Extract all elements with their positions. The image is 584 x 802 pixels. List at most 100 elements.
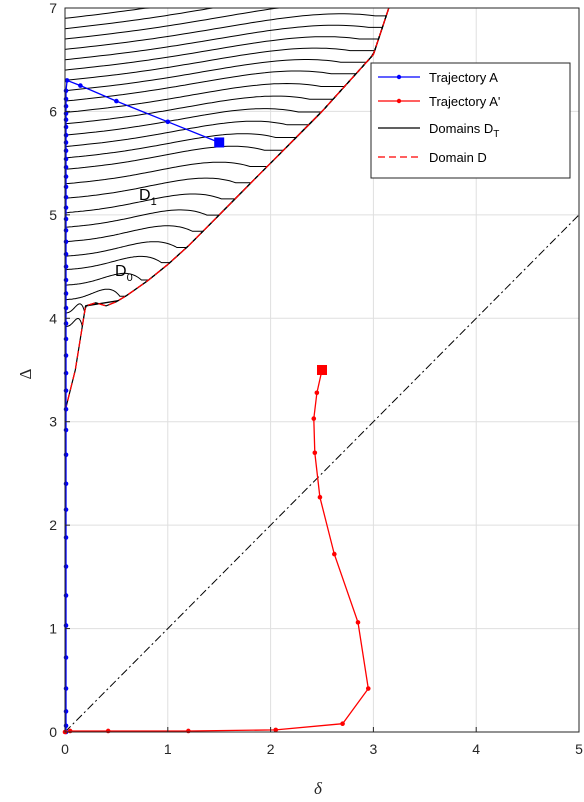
y-tick-label: 1 xyxy=(49,621,57,637)
trajectory-a-prime-point xyxy=(340,721,345,727)
y-tick-label: 4 xyxy=(49,310,57,326)
trajectory-a-point xyxy=(63,103,69,109)
legend-label-domains-dt-main: Domains D xyxy=(429,121,493,136)
trajectory-a-point xyxy=(114,98,119,104)
trajectory-a-point xyxy=(63,321,69,326)
trajectory-a-point xyxy=(63,174,69,179)
trajectory-a-point xyxy=(63,117,69,123)
annotation-d0-sub: 0 xyxy=(127,272,133,284)
trajectory-a-point xyxy=(63,194,69,200)
trajectory-a-point xyxy=(63,216,69,222)
trajectory-a-prime-point xyxy=(312,450,318,456)
trajectory-a-point xyxy=(63,164,69,170)
trajectory-a-point xyxy=(63,184,69,190)
trajectory-a-prime-point xyxy=(273,727,279,733)
trajectory-a-point xyxy=(64,78,70,83)
legend-box xyxy=(370,62,571,179)
legend-item-domain-d: Domain D xyxy=(378,150,487,165)
legend-label-domains-dt: Domains DT xyxy=(429,121,499,140)
trajectory-a-point xyxy=(63,88,69,94)
trajectory-a-point xyxy=(63,623,69,628)
trajectory-a-point xyxy=(63,305,69,311)
annotation-d1: D1 xyxy=(139,187,157,208)
legend-item-domains-dt: Domains DT xyxy=(378,121,499,140)
y-tick-label: 7 xyxy=(49,0,57,16)
annotation-d1-sub: 1 xyxy=(151,196,157,208)
legend-item-trajectory-a: Trajectory A xyxy=(378,70,498,85)
legend-marker-trajectory-a-prime xyxy=(396,98,402,104)
trajectory-a-point xyxy=(63,353,69,358)
domain-curve xyxy=(64,11,388,61)
trajectory-a-prime-point xyxy=(365,686,371,691)
domain-curve xyxy=(64,9,389,81)
trajectory-a-prime-line xyxy=(64,369,369,733)
y-tick-label: 6 xyxy=(49,103,57,119)
trajectory-a-point xyxy=(63,96,69,102)
trajectory-a-point xyxy=(63,239,69,245)
reference-line xyxy=(64,214,580,733)
trajectory-a-prime-point xyxy=(67,728,73,734)
trajectory-a-point xyxy=(63,452,69,458)
legend: Trajectory A Trajectory A' Domains DT Do… xyxy=(370,62,571,179)
domain-curve xyxy=(64,11,389,102)
trajectory-a-prime-point xyxy=(317,494,323,500)
trajectory-a-point xyxy=(63,686,69,691)
tick-labels: 0 1 2 3 4 5 0 1 2 3 4 5 6 7 xyxy=(49,0,583,757)
domain-curve xyxy=(64,10,389,92)
x-tick-label: 0 xyxy=(61,741,69,757)
x-tick-label: 3 xyxy=(370,741,378,757)
domain-curve xyxy=(64,7,390,71)
trajectory-a-point xyxy=(63,593,69,598)
y-tick-label: 3 xyxy=(49,414,57,430)
trajectory-a-point xyxy=(63,205,69,210)
trajectory-a-point xyxy=(63,277,69,283)
trajectory-a-point xyxy=(63,264,69,269)
trajectory-a-point xyxy=(63,507,69,512)
annotation-d0-main: D xyxy=(115,263,127,280)
trajectory-a-point xyxy=(63,370,69,376)
trajectory-a-point xyxy=(63,156,69,162)
x-tick-label: 2 xyxy=(267,741,275,757)
trajectory-a-point xyxy=(63,148,69,154)
trajectory-a-prime-start-marker xyxy=(317,365,327,375)
trajectory-a-point xyxy=(63,251,69,257)
trajectory-a-prime-point xyxy=(186,728,191,734)
grid xyxy=(64,7,580,733)
y-tick-label: 2 xyxy=(49,517,57,533)
x-tick-label: 5 xyxy=(575,741,583,757)
trajectory-a-point xyxy=(63,140,69,145)
trajectory-a-point xyxy=(63,723,69,729)
trajectory-a-point xyxy=(78,83,83,88)
trajectory-a-prime-point xyxy=(355,620,361,625)
annotation-d0: D0 xyxy=(115,263,133,284)
legend-label-domains-dt-sub: T xyxy=(493,129,499,140)
trajectory-a-start-marker xyxy=(214,137,225,148)
trajectory-a-point xyxy=(63,336,69,342)
trajectory-a-prime-point xyxy=(332,551,337,557)
y-tick-label: 5 xyxy=(49,207,57,223)
trajectory-a-point xyxy=(63,535,69,540)
trajectory-a-prime-point xyxy=(105,728,111,734)
trajectory-a-point xyxy=(63,388,69,393)
trajectory-a-point xyxy=(165,119,171,125)
trajectory-a-point xyxy=(63,407,69,412)
trajectory-a-point xyxy=(63,481,69,487)
x-tick-label: 4 xyxy=(472,741,480,757)
x-tick-label: 1 xyxy=(164,741,172,757)
trajectory-a-point xyxy=(63,427,69,433)
trajectory-a-point xyxy=(63,709,69,714)
legend-label-domain-d: Domain D xyxy=(429,150,487,165)
legend-label-trajectory-a: Trajectory A xyxy=(429,70,498,85)
y-axis-label: Δ xyxy=(16,368,35,379)
trajectory-a-prime-point xyxy=(314,390,320,396)
axes-box xyxy=(64,7,580,733)
trajectory-a-point xyxy=(63,655,69,660)
trajectory-a-point xyxy=(63,124,69,130)
trajectory-a-point xyxy=(63,564,69,569)
legend-item-trajectory-a-prime: Trajectory A' xyxy=(378,94,500,109)
legend-marker-trajectory-a xyxy=(396,74,402,80)
trajectory-a-point xyxy=(63,291,69,296)
y-tick-label: 0 xyxy=(49,724,57,740)
trajectory-a-point xyxy=(63,228,69,233)
